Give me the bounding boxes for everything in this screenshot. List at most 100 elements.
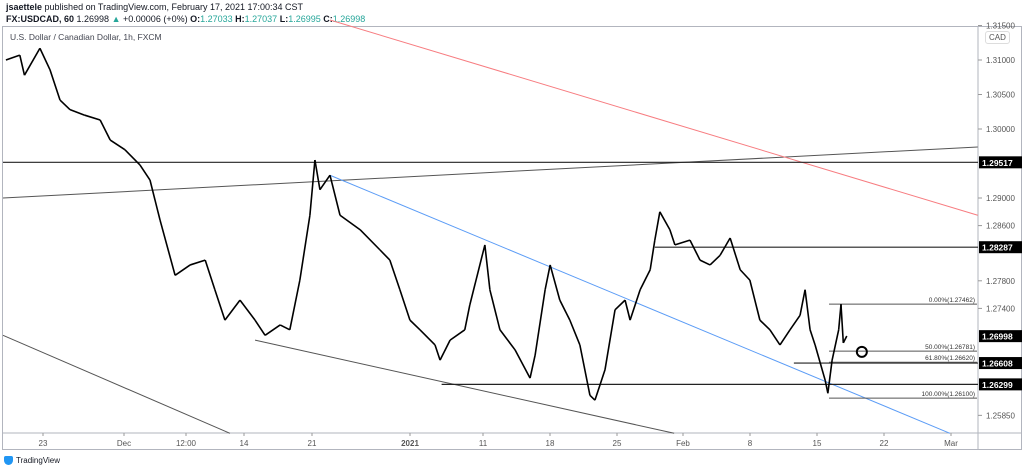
price-segment xyxy=(449,329,466,341)
price-segment xyxy=(464,304,471,330)
price-label-box xyxy=(979,156,1022,169)
price-label-box xyxy=(979,378,1022,391)
published-text: published on TradingView.com, February 1… xyxy=(44,2,304,12)
price-segment xyxy=(439,339,451,361)
circle-marker[interactable] xyxy=(855,345,868,358)
price-segment xyxy=(409,319,421,331)
price-segment xyxy=(484,244,491,290)
price-segment xyxy=(719,237,731,256)
price-segment xyxy=(214,289,226,321)
price-segment xyxy=(739,269,751,281)
price-segment xyxy=(589,394,596,401)
tradingview-logo[interactable]: TradingView xyxy=(4,456,60,465)
price-segment xyxy=(529,355,536,379)
price-segment xyxy=(399,289,411,321)
price-segment xyxy=(359,229,381,251)
price-segment xyxy=(779,329,791,346)
currency-label[interactable]: CAD xyxy=(985,31,1010,44)
price-segment xyxy=(614,299,626,311)
price-segment xyxy=(174,264,191,276)
close-value: 1.26998 xyxy=(332,14,366,24)
blue-trendline[interactable] xyxy=(329,174,951,434)
time-tick-label: 25 xyxy=(613,439,622,448)
price-segment xyxy=(389,259,401,291)
close-label: C: xyxy=(323,14,333,24)
price-segment xyxy=(689,239,701,261)
price-segment xyxy=(639,269,651,291)
black-trendline[interactable] xyxy=(2,146,978,199)
price-segment xyxy=(49,69,61,101)
time-tick-label: 18 xyxy=(546,439,555,448)
time-tick-label: 14 xyxy=(240,439,249,448)
time-tick-label: 12:00 xyxy=(176,439,197,448)
price-tick-label: 1.28600 xyxy=(986,222,1015,231)
price-segment xyxy=(149,179,161,221)
price-segment xyxy=(379,249,391,261)
price-segment xyxy=(124,149,141,166)
price-segment xyxy=(649,239,656,270)
price-segment xyxy=(840,304,845,343)
price-segment xyxy=(654,211,661,241)
price-segment xyxy=(514,349,531,379)
price-segment xyxy=(39,47,51,70)
high-label: H: xyxy=(235,14,245,24)
black-trendline[interactable] xyxy=(2,334,231,434)
price-segment xyxy=(69,108,85,116)
price-segment xyxy=(669,229,676,246)
price-label-box xyxy=(979,330,1022,343)
price-segment xyxy=(814,344,826,381)
last-price: 1.26998 xyxy=(76,14,110,24)
price-segment xyxy=(789,314,801,331)
time-tick-label: 11 xyxy=(479,439,488,448)
price-tick-label: 1.30500 xyxy=(986,91,1015,100)
circle-marker-icon[interactable] xyxy=(855,345,868,358)
price-segment xyxy=(804,289,811,330)
price-segment xyxy=(469,244,486,306)
price-segment xyxy=(842,335,848,344)
price-segment xyxy=(289,279,301,330)
price-segment xyxy=(749,279,761,321)
price-segment xyxy=(159,219,176,276)
price-segment xyxy=(699,259,711,266)
price-segment xyxy=(709,254,721,266)
price-label-box xyxy=(979,357,1022,370)
price-segment xyxy=(139,164,151,181)
fib-level-label: 0.00%(1.27462) xyxy=(929,297,975,304)
time-axis[interactable]: 23 Dec 12:00 14 21 2021 11 18 25 Feb 8 15 22 Mar xyxy=(39,433,959,448)
price-segment xyxy=(579,344,591,396)
price-series xyxy=(5,47,848,401)
time-tick-label: 21 xyxy=(308,439,317,448)
time-tick-label: 8 xyxy=(748,439,753,448)
price-segment xyxy=(674,239,691,246)
price-segment xyxy=(489,289,501,330)
price-segment xyxy=(319,174,331,191)
symbol: FX:USDCAD, 60 xyxy=(6,14,75,24)
price-segment xyxy=(279,324,291,331)
price-segment xyxy=(314,159,321,190)
chart-frame[interactable] xyxy=(2,26,1022,450)
red-trendline[interactable] xyxy=(329,19,978,216)
black-trendline[interactable] xyxy=(254,339,675,434)
time-tick-label: 15 xyxy=(813,439,822,448)
trendlines xyxy=(2,19,978,434)
time-tick-label: 2021 xyxy=(401,439,419,448)
price-segment xyxy=(5,54,21,61)
price-segment xyxy=(99,119,111,141)
price-label-text: 1.26998 xyxy=(982,332,1013,342)
price-axis[interactable]: 1.31500 1.31000 1.30500 1.30000 1.29000 1.286… xyxy=(978,22,1022,421)
price-segment xyxy=(799,289,806,316)
high-value: 1.27037 xyxy=(244,14,278,24)
fibonacci-retracement[interactable]: 0.00%(1.27462) 50.00%(1.26781) 61.80%(1.26… xyxy=(829,297,977,399)
publisher-name[interactable]: jsaettele xyxy=(6,2,43,12)
branding-text: TradingView xyxy=(16,456,61,465)
price-segment xyxy=(544,264,551,290)
price-segment xyxy=(23,47,41,76)
price-label-text: 1.28287 xyxy=(982,243,1013,253)
price-tick-label: 1.31500 xyxy=(986,22,1015,31)
price-segment xyxy=(559,299,571,321)
price-segment xyxy=(594,369,606,401)
price-segment xyxy=(534,289,546,356)
price-tick-label: 1.27800 xyxy=(986,277,1015,286)
time-tick-label: Feb xyxy=(676,439,690,448)
